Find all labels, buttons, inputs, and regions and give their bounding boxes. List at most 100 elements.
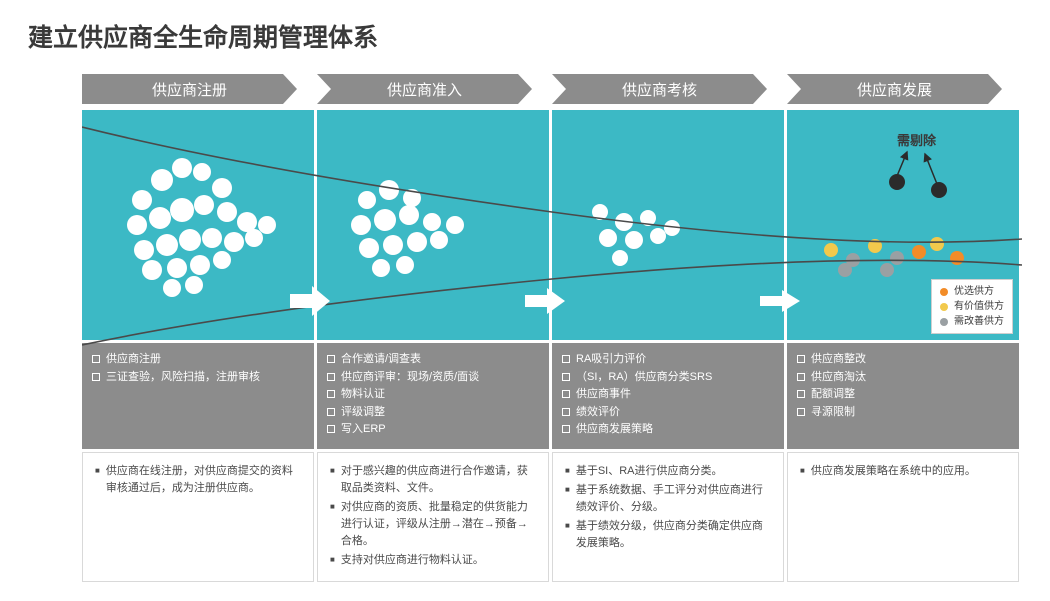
description-panel: ■供应商在线注册，对供应商提交的资料审核通过后，成为注册供应商。	[82, 452, 314, 582]
checklist-item: 三证查验，风险扫描，注册审核	[92, 369, 304, 387]
stage-chevron-1: 供应商注册	[82, 74, 297, 104]
description-item: ■供应商在线注册，对供应商提交的资料审核通过后，成为注册供应商。	[95, 463, 301, 497]
checklist-panel: RA吸引力评价（SI，RA）供应商分类SRS供应商事件绩效评价供应商发展策略	[552, 343, 784, 449]
dot-icon	[151, 169, 173, 191]
legend-dot-icon	[940, 318, 948, 326]
dot-icon	[179, 229, 201, 251]
dot-icon	[359, 238, 379, 258]
description-text: 支持对供应商进行物料认证。	[341, 552, 484, 569]
checklist-text: 配额调整	[811, 386, 855, 404]
bullet-icon: ■	[330, 465, 335, 497]
eject-label: 需剔除	[897, 130, 936, 149]
dot-icon	[599, 229, 617, 247]
dot-icon	[615, 213, 633, 231]
description-item: ■基于SI、RA进行供应商分类。	[565, 463, 771, 480]
description-text: 供应商发展策略在系统中的应用。	[811, 463, 976, 480]
dot-icon	[193, 163, 211, 181]
checklist-text: 三证查验，风险扫描，注册审核	[106, 369, 260, 387]
dot-icon	[224, 232, 244, 252]
description-item: ■支持对供应商进行物料认证。	[330, 552, 536, 569]
dot-icon	[212, 178, 232, 198]
dot-icon	[132, 190, 152, 210]
dot-icon	[194, 195, 214, 215]
arrow-icon	[523, 286, 567, 316]
checklist-item: 配额调整	[797, 386, 1009, 404]
diagram-panel-access	[317, 110, 549, 340]
dot-icon	[664, 220, 680, 236]
dot-icon	[625, 231, 643, 249]
checklist-text: 合作邀请/调查表	[341, 351, 421, 369]
checklist-text: 供应商淘汰	[811, 369, 866, 387]
bullet-icon: ■	[95, 465, 100, 497]
dot-icon	[446, 216, 464, 234]
checklist-item: 供应商整改	[797, 351, 1009, 369]
description-item: ■对于感兴趣的供应商进行合作邀请，获取品类资料、文件。	[330, 463, 536, 497]
stage-chevron-4: 供应商发展	[787, 74, 1002, 104]
checklist-panel: 合作邀请/调查表供应商评审：现场/资质/面谈物料认证评级调整写入ERP	[317, 343, 549, 449]
dot-icon	[170, 198, 194, 222]
checklist-panel: 供应商整改供应商淘汰配额调整寻源限制	[787, 343, 1019, 449]
checkbox-icon	[327, 355, 335, 363]
checklist-item: 供应商发展策略	[562, 421, 774, 439]
description-text: 基于系统数据、手工评分对供应商进行绩效评价、分级。	[576, 482, 771, 516]
checklist-item: 绩效评价	[562, 404, 774, 422]
checkbox-icon	[92, 373, 100, 381]
description-row: ■供应商在线注册，对供应商提交的资料审核通过后，成为注册供应商。 ■对于感兴趣的…	[82, 452, 1050, 582]
dot-icon	[379, 180, 399, 200]
diagram-panel-register	[82, 110, 314, 340]
stage-label: 供应商发展	[857, 79, 932, 100]
bullet-icon: ■	[565, 484, 570, 516]
dot-icon	[185, 276, 203, 294]
checklist-text: 供应商注册	[106, 351, 161, 369]
description-text: 对供应商的资质、批量稳定的供货能力进行认证，评级从注册→潜在→预备→合格。	[341, 499, 536, 550]
stage-label: 供应商准入	[387, 79, 462, 100]
stage-chevron-2: 供应商准入	[317, 74, 532, 104]
dot-icon	[245, 229, 263, 247]
checklist-item: 物料认证	[327, 386, 539, 404]
checkbox-icon	[562, 355, 570, 363]
dot-icon	[890, 251, 904, 265]
legend-item: 需改善供方	[940, 314, 1004, 329]
dot-icon	[142, 260, 162, 280]
dot-icon	[127, 215, 147, 235]
dot-icon	[824, 243, 838, 257]
dot-icon	[912, 245, 926, 259]
dot-icon	[612, 250, 628, 266]
dot-icon	[358, 191, 376, 209]
dot-icon	[650, 228, 666, 244]
ejected-dot-icon	[931, 182, 947, 198]
checklist-text: 评级调整	[341, 404, 385, 422]
legend-dot-icon	[940, 303, 948, 311]
description-panel: ■基于SI、RA进行供应商分类。■基于系统数据、手工评分对供应商进行绩效评价、分…	[552, 452, 784, 582]
legend-item: 优选供方	[940, 284, 1004, 299]
checklist-item: 写入ERP	[327, 421, 539, 439]
dot-icon	[374, 209, 396, 231]
checklist-item: （SI，RA）供应商分类SRS	[562, 369, 774, 387]
dot-icon	[423, 213, 441, 231]
dot-icon	[149, 207, 171, 229]
checkbox-icon	[92, 355, 100, 363]
legend-label: 需改善供方	[954, 314, 1004, 329]
legend-box: 优选供方 有价值供方 需改善供方	[931, 279, 1013, 334]
description-text: 基于SI、RA进行供应商分类。	[576, 463, 723, 480]
bullet-icon: ■	[565, 520, 570, 552]
checklist-text: 写入ERP	[341, 421, 386, 439]
dot-icon	[407, 232, 427, 252]
description-text: 供应商在线注册，对供应商提交的资料审核通过后，成为注册供应商。	[106, 463, 301, 497]
legend-item: 有价值供方	[940, 299, 1004, 314]
description-item: ■对供应商的资质、批量稳定的供货能力进行认证，评级从注册→潜在→预备→合格。	[330, 499, 536, 550]
bullet-icon: ■	[330, 501, 335, 550]
diagram-panel-assess	[552, 110, 784, 340]
description-text: 对于感兴趣的供应商进行合作邀请，获取品类资料、文件。	[341, 463, 536, 497]
dot-icon	[351, 215, 371, 235]
checklist-text: 供应商整改	[811, 351, 866, 369]
checkbox-icon	[562, 390, 570, 398]
dot-icon	[640, 210, 656, 226]
checkbox-icon	[797, 355, 805, 363]
dot-icon	[430, 231, 448, 249]
page-title: 建立供应商全生命周期管理体系	[0, 0, 1050, 54]
dot-icon	[868, 239, 882, 253]
dot-icon	[217, 202, 237, 222]
checklist-text: 供应商发展策略	[576, 421, 653, 439]
checkbox-icon	[562, 408, 570, 416]
